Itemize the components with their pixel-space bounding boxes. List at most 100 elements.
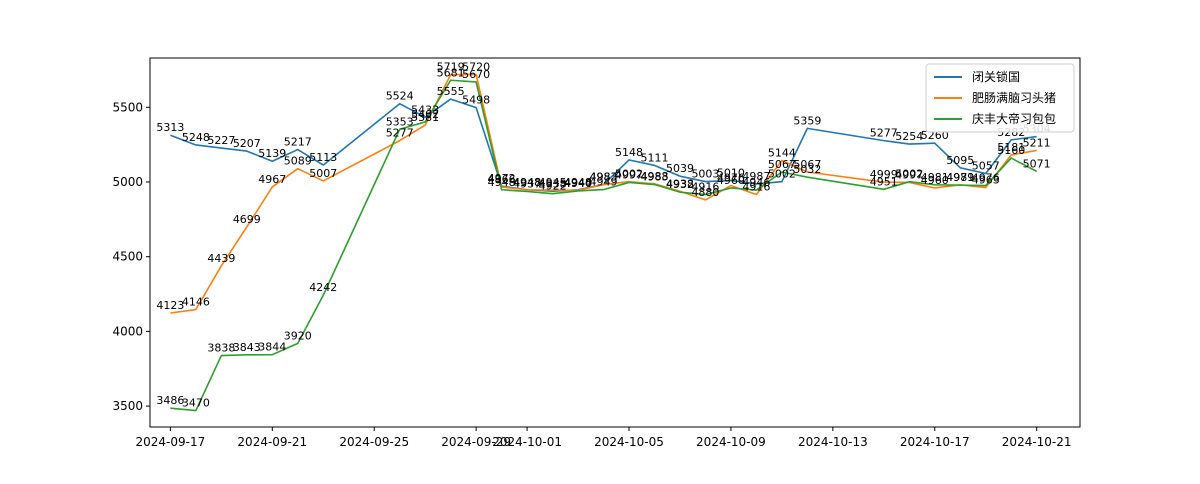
data-label: 5277 — [870, 127, 898, 140]
data-label: 4999 — [870, 168, 898, 181]
data-label: 4997 — [895, 168, 923, 181]
data-label: 5248 — [182, 131, 210, 144]
x-tick-label: 2024-10-05 — [594, 435, 664, 449]
data-label: 5002 — [768, 168, 796, 181]
data-label: 4983 — [590, 171, 618, 184]
data-label: 5057 — [972, 159, 1000, 172]
data-label: 3843 — [233, 341, 261, 354]
legend-label-3: 庆丰大帝习包包 — [972, 111, 1056, 126]
y-tick-label: 4500 — [112, 250, 143, 264]
data-label: 4983 — [640, 171, 668, 184]
legend-label-1: 闭关锁国 — [972, 69, 1020, 84]
data-label: 4951 — [870, 175, 898, 188]
data-label: 5181 — [997, 141, 1025, 154]
plot-area — [149, 57, 1081, 428]
data-label: 5402 — [411, 108, 439, 121]
y-tick-label: 4000 — [112, 324, 143, 338]
data-label: 5555 — [437, 85, 465, 98]
data-label: 3486 — [156, 394, 184, 407]
data-label: 5010 — [717, 167, 745, 180]
data-label: 5359 — [793, 114, 821, 127]
data-label: 3470 — [182, 397, 210, 410]
data-label: 3838 — [207, 342, 235, 355]
data-label: 4960 — [921, 174, 949, 187]
x-tick-label: 2024-10-21 — [1002, 435, 1072, 449]
data-label: 5207 — [233, 137, 261, 150]
data-label: 4997 — [615, 168, 643, 181]
series-line-3 — [170, 79, 1038, 412]
data-label: 4979 — [946, 171, 974, 184]
data-label: 4146 — [182, 296, 210, 309]
x-tick-label: 2024-10-09 — [696, 435, 766, 449]
x-tick-label: 2024-09-21 — [237, 435, 307, 449]
data-label: 4988 — [640, 170, 668, 183]
x-tick-label: 2024-09-29 — [441, 435, 511, 449]
data-label: 4916 — [691, 181, 719, 194]
data-label: 4987 — [742, 170, 770, 183]
data-label: 4699 — [233, 213, 261, 226]
data-label: 4967 — [258, 173, 286, 186]
data-label: 5433 — [411, 103, 439, 116]
data-label: 4937 — [513, 177, 541, 190]
data-label: 5524 — [386, 90, 414, 103]
data-label: 4983 — [590, 171, 618, 184]
data-label: 5139 — [258, 147, 286, 160]
data-label: 4922 — [539, 180, 567, 193]
data-label: 4981 — [921, 171, 949, 184]
data-label: 5720 — [462, 60, 490, 73]
data-label: 5002 — [615, 168, 643, 181]
data-label: 4880 — [691, 186, 719, 199]
series-layer — [170, 73, 1038, 412]
data-label: 4960 — [717, 174, 745, 187]
y-tick-label: 3500 — [112, 399, 143, 413]
data-label: 4940 — [564, 177, 592, 190]
data-label: 4981 — [946, 171, 974, 184]
data-label: 5313 — [156, 121, 184, 134]
data-label: 5353 — [386, 115, 414, 128]
data-label: 5719 — [437, 61, 465, 74]
data-label: 4945 — [539, 176, 567, 189]
data-label: 5113 — [309, 151, 337, 164]
data-label: 5277 — [386, 127, 414, 140]
data-label: 3844 — [258, 341, 286, 354]
data-label: 5681 — [437, 66, 465, 79]
x-tick-label: 2024-10-01 — [492, 435, 562, 449]
data-label: 5095 — [946, 154, 974, 167]
data-label: 5498 — [462, 94, 490, 107]
data-label: 5002 — [895, 168, 923, 181]
data-label: 4944 — [564, 176, 592, 189]
data-label: 5111 — [640, 151, 668, 164]
data-label: 5039 — [666, 162, 694, 175]
data-label: 4948 — [564, 176, 592, 189]
data-label: 5211 — [1023, 136, 1051, 149]
data-label: 4938 — [666, 177, 694, 190]
data-label: 4439 — [207, 252, 235, 265]
data-label: 4946 — [742, 176, 770, 189]
y-tick-label: 5500 — [112, 100, 143, 114]
data-label: 5144 — [768, 146, 796, 159]
data-label: 5160 — [997, 144, 1025, 157]
data-label: 5148 — [615, 146, 643, 159]
data-label: 5381 — [411, 111, 439, 124]
legend-box — [925, 63, 1075, 133]
x-tick-label: 2024-09-25 — [339, 435, 409, 449]
data-label: 5227 — [207, 134, 235, 147]
axis-layer: 2024-09-17 2024-09-21 2024-09-25 2024-09-29… — [112, 100, 1071, 449]
data-label: 4949 — [590, 176, 618, 189]
data-label: 5067 — [768, 158, 796, 171]
legend-label-2: 肥肠满脑习头猪 — [972, 91, 1056, 105]
data-label: 5089 — [284, 155, 312, 168]
data-label: 4916 — [742, 181, 770, 194]
data-label: 4123 — [156, 299, 184, 312]
x-tick-label: 2024-10-17 — [900, 435, 970, 449]
data-label: 4938 — [539, 177, 567, 190]
data-label: 5007 — [309, 167, 337, 180]
data-label: 4963 — [972, 174, 1000, 187]
data-label: 5254 — [895, 130, 923, 143]
data-label: 5003 — [691, 168, 719, 181]
data-label: 4976 — [972, 172, 1000, 185]
data-label: 3920 — [284, 329, 312, 342]
